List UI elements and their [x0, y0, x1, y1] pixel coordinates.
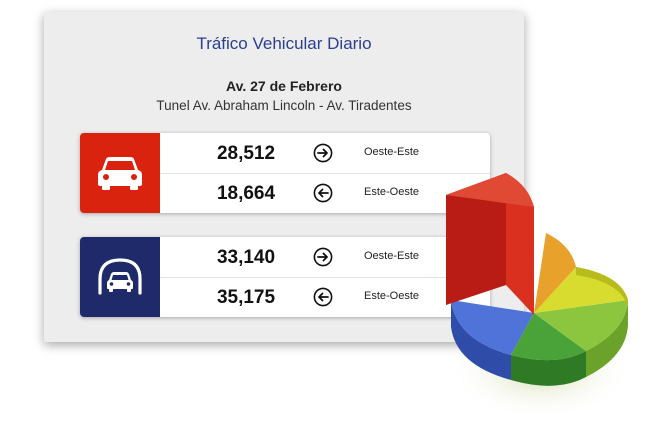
tunnel-car-icon [98, 258, 142, 295]
tunnel-name: Tunel Av. Abraham Lincoln - Av. Tiradent… [156, 98, 412, 113]
traffic-card-tunnel: 33,140 Oeste-Este 35,175 Este-Oeste [80, 237, 490, 317]
vehicle-count: 33,140 [216, 247, 276, 268]
arrow-right-icon [313, 247, 333, 267]
direction-label: Oeste-Este [364, 146, 420, 158]
road-name: Av. 27 de Febrero [226, 78, 342, 94]
arrow-left-icon [313, 183, 333, 203]
card-icon-box [80, 237, 160, 317]
arrow-left-icon [313, 287, 333, 307]
direction-label: Este-Oeste [364, 186, 420, 198]
car-icon [98, 157, 142, 190]
card-icon-box [80, 133, 160, 213]
pie-chart-3d-icon [446, 173, 633, 420]
panel-title: Tráfico Vehicular Diario [196, 34, 372, 53]
direction-label: Oeste-Este [364, 250, 420, 262]
vehicle-count: 18,664 [216, 183, 276, 204]
vehicle-count: 35,175 [216, 287, 276, 308]
traffic-panel: Tráfico Vehicular Diario Av. 27 de Febre… [44, 12, 524, 342]
traffic-row-oeste-este: 33,140 Oeste-Este [160, 237, 490, 278]
direction-label: Este-Oeste [364, 290, 420, 302]
vehicle-count: 28,512 [216, 143, 276, 164]
arrow-right-icon [313, 143, 333, 163]
traffic-card-street: 28,512 Oeste-Este 18,664 Este-Oeste [80, 133, 490, 213]
traffic-row-este-oeste: 35,175 Este-Oeste [160, 277, 490, 317]
traffic-row-oeste-este: 28,512 Oeste-Este [160, 133, 490, 174]
traffic-row-este-oeste: 18,664 Este-Oeste [160, 173, 490, 213]
